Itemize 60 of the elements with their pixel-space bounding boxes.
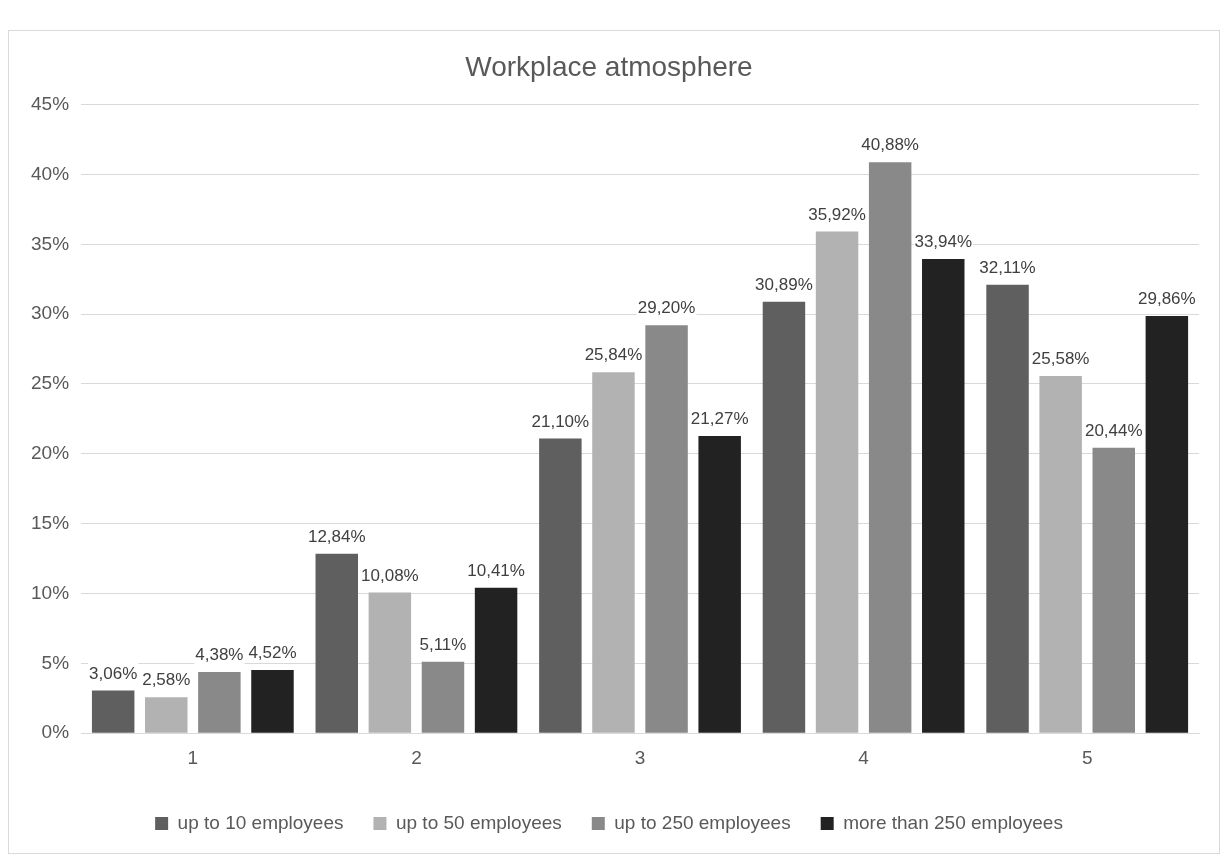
data-label: 12,84% (307, 527, 366, 547)
legend-label: up to 50 employees (395, 811, 562, 833)
data-label: 4,38% (195, 645, 244, 665)
bar (91, 690, 135, 733)
data-label: 35,92% (808, 204, 866, 224)
x-tick-label: 4 (858, 746, 870, 768)
x-tick-label: 3 (634, 746, 646, 768)
y-tick-label: 10% (31, 581, 70, 603)
y-tick-label: 20% (31, 442, 70, 464)
data-label: 10,41% (467, 560, 525, 580)
legend-label: up to 10 employees (177, 811, 344, 833)
bar (1145, 316, 1189, 733)
bar (421, 661, 465, 733)
data-label: 21,10% (531, 411, 590, 431)
data-label: 30,89% (755, 274, 813, 294)
x-tick-label: 5 (1081, 746, 1093, 768)
y-tick-label: 35% (31, 232, 70, 254)
chart-title: Workplace atmosphere (465, 50, 753, 82)
legend-label: up to 250 employees (614, 811, 791, 833)
y-tick-label: 15% (31, 511, 70, 533)
legend-label: more than 250 employees (843, 811, 1063, 833)
data-label: 29,86% (1138, 289, 1196, 309)
x-tick-label: 2 (411, 746, 422, 768)
bar (251, 670, 294, 733)
bar (368, 592, 412, 733)
y-tick-label: 5% (41, 651, 70, 673)
bar (315, 553, 359, 733)
bar (1039, 375, 1082, 733)
y-tick-label: 45% (31, 92, 70, 114)
data-label: 40,88% (861, 135, 919, 155)
bar (1092, 447, 1135, 733)
bar (539, 438, 582, 733)
data-label: 25,84% (584, 345, 643, 365)
data-label: 29,20% (637, 298, 696, 318)
bar (922, 259, 965, 733)
y-tick-label: 0% (41, 721, 70, 743)
bar (198, 672, 241, 733)
data-label: 25,58% (1031, 349, 1090, 369)
y-tick-label: 40% (31, 162, 70, 184)
y-tick-label: 30% (31, 302, 70, 324)
bar (868, 162, 912, 733)
bar (474, 587, 518, 733)
y-tick-label: 25% (31, 372, 70, 394)
bar (986, 284, 1029, 733)
data-label: 10,08% (361, 565, 419, 585)
data-label: 4,52% (248, 643, 297, 663)
data-label: 32,11% (979, 257, 1036, 277)
bar (815, 231, 859, 733)
data-label: 3,06% (89, 663, 138, 683)
data-label: 21,27% (690, 409, 749, 429)
data-label: 2,58% (142, 670, 191, 690)
bar (762, 301, 806, 733)
bar (645, 325, 688, 733)
bar (592, 372, 635, 733)
data-label: 20,44% (1084, 420, 1143, 440)
data-label: 5,11% (419, 635, 467, 655)
bar (145, 697, 188, 733)
data-label: 33,94% (914, 232, 973, 252)
x-tick-label: 1 (187, 746, 199, 768)
bar (698, 436, 741, 733)
